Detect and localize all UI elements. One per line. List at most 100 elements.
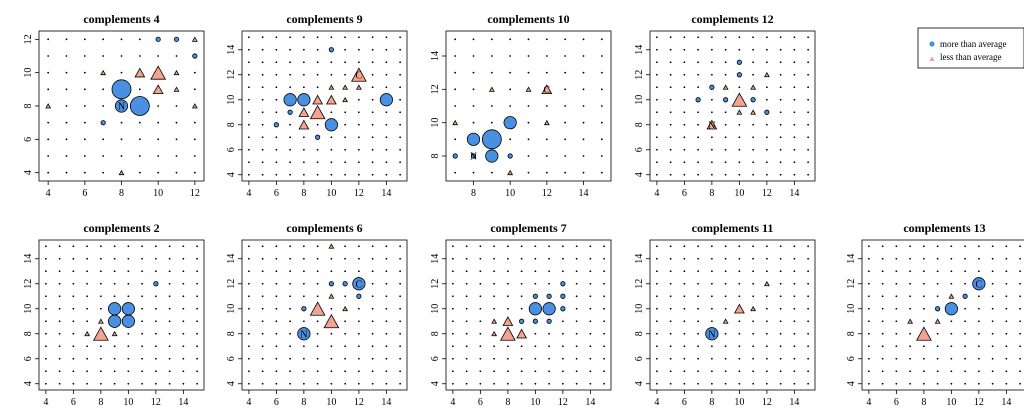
grid-dot bbox=[738, 48, 741, 51]
grid-dot bbox=[950, 332, 953, 335]
grid-dot bbox=[669, 123, 672, 126]
panel: complements 9 C 4 6 8 10 12 14 4 6 8 10 12 14 bbox=[226, 12, 408, 199]
grid-dot bbox=[451, 257, 454, 260]
grid-dot bbox=[765, 98, 768, 101]
grid-dot bbox=[261, 86, 264, 89]
grid-dot bbox=[520, 357, 523, 360]
grid-dot bbox=[881, 370, 884, 373]
grid-dot bbox=[793, 123, 796, 126]
grid-dot bbox=[765, 245, 768, 248]
grid-dot bbox=[807, 73, 810, 76]
grid-dot bbox=[113, 382, 116, 385]
point-less bbox=[134, 67, 146, 78]
plot-frame bbox=[241, 239, 408, 391]
grid-dot bbox=[807, 111, 810, 114]
grid-dot bbox=[561, 357, 564, 360]
x-tick-label: 12 bbox=[542, 188, 552, 199]
grid-dot bbox=[895, 245, 898, 248]
point-more bbox=[532, 293, 538, 299]
grid-dot bbox=[669, 257, 672, 260]
grid-dot bbox=[357, 123, 360, 126]
grid-dot bbox=[936, 257, 939, 260]
grid-dot bbox=[895, 345, 898, 348]
y-tick-label: 8 bbox=[634, 331, 645, 336]
grid-dot bbox=[196, 257, 199, 260]
grid-dot bbox=[793, 245, 796, 248]
grid-dot bbox=[479, 357, 482, 360]
grid-dot bbox=[964, 257, 967, 260]
grid-dot bbox=[575, 307, 578, 310]
grid-dot bbox=[807, 382, 810, 385]
grid-dot bbox=[182, 270, 185, 273]
x-tick-label: 4 bbox=[46, 188, 51, 199]
grid-dot bbox=[765, 332, 768, 335]
grid-dot bbox=[509, 105, 512, 107]
plot-frame bbox=[649, 30, 816, 182]
grid-dot bbox=[683, 86, 686, 89]
grid-dot bbox=[1019, 382, 1022, 385]
grid-dot bbox=[683, 61, 686, 64]
grid-dot bbox=[289, 61, 292, 64]
grid-dot bbox=[316, 382, 319, 385]
grid-dot bbox=[564, 38, 567, 41]
grid-dot bbox=[683, 282, 686, 285]
grid-dot bbox=[399, 111, 402, 114]
grid-dot bbox=[564, 121, 567, 124]
y-tick-label: 10 bbox=[846, 304, 857, 314]
x-tick-label: 6 bbox=[71, 397, 76, 408]
grid-dot bbox=[807, 370, 810, 373]
grid-dot bbox=[44, 282, 47, 285]
grid-dot bbox=[765, 136, 768, 139]
point-more bbox=[546, 293, 552, 299]
grid-dot bbox=[752, 282, 755, 285]
grid-dot bbox=[490, 171, 493, 174]
grid-dot bbox=[465, 332, 468, 335]
grid-dot bbox=[683, 332, 686, 335]
grid-dot bbox=[138, 171, 141, 174]
grid-dot bbox=[493, 370, 496, 373]
grid-dot bbox=[247, 86, 250, 89]
panel-title: complements 11 bbox=[692, 221, 774, 235]
grid-dot bbox=[867, 345, 870, 348]
grid-dot bbox=[922, 357, 925, 360]
grid-dot bbox=[683, 36, 686, 39]
grid-dot bbox=[399, 161, 402, 164]
grid-dot bbox=[138, 155, 141, 157]
x-tick-label: 6 bbox=[682, 397, 687, 408]
grid-dot bbox=[1005, 332, 1008, 335]
grid-dot bbox=[710, 257, 713, 260]
grid-dot bbox=[509, 71, 512, 74]
grid-dot bbox=[669, 48, 672, 51]
grid-dot bbox=[575, 357, 578, 360]
grid-dot bbox=[175, 121, 178, 124]
grid-dot bbox=[344, 295, 347, 298]
grid-dot bbox=[113, 282, 116, 285]
grid-dot bbox=[724, 173, 727, 176]
y-tick-label: 8 bbox=[634, 122, 645, 127]
grid-dot bbox=[582, 55, 585, 57]
grid-dot bbox=[724, 245, 727, 248]
grid-dot bbox=[950, 245, 953, 248]
point-label: N bbox=[118, 102, 125, 113]
grid-dot bbox=[697, 245, 700, 248]
grid-dot bbox=[589, 257, 592, 260]
x-tick-label: 12 bbox=[974, 397, 984, 408]
point-more bbox=[560, 281, 566, 287]
grid-dot bbox=[141, 320, 144, 323]
grid-dot bbox=[669, 332, 672, 335]
grid-dot bbox=[582, 121, 585, 124]
grid-dot bbox=[316, 36, 319, 39]
grid-dot bbox=[465, 257, 468, 260]
grid-dot bbox=[655, 123, 658, 126]
point-more bbox=[324, 118, 338, 132]
grid-dot bbox=[509, 138, 512, 141]
grid-dot bbox=[807, 282, 810, 285]
grid-dot bbox=[603, 345, 606, 348]
grid-dot bbox=[779, 257, 782, 260]
grid-dot bbox=[168, 307, 171, 310]
grid-dot bbox=[964, 282, 967, 285]
grid-dot bbox=[807, 48, 810, 51]
grid-dot bbox=[697, 111, 700, 114]
grid-dot bbox=[545, 38, 548, 41]
grid-dot bbox=[765, 36, 768, 39]
